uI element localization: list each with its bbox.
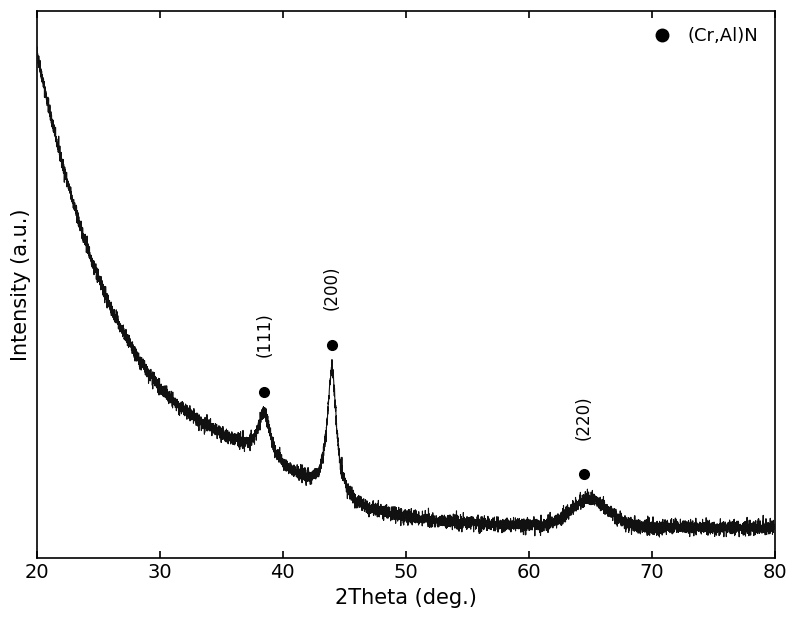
Y-axis label: Intensity (a.u.): Intensity (a.u.) [11,209,31,361]
X-axis label: 2Theta (deg.): 2Theta (deg.) [334,588,476,608]
Text: (111): (111) [255,313,273,357]
Text: (220): (220) [575,396,593,440]
Text: (200): (200) [323,266,341,310]
Legend: (Cr,Al)N: (Cr,Al)N [637,20,765,53]
